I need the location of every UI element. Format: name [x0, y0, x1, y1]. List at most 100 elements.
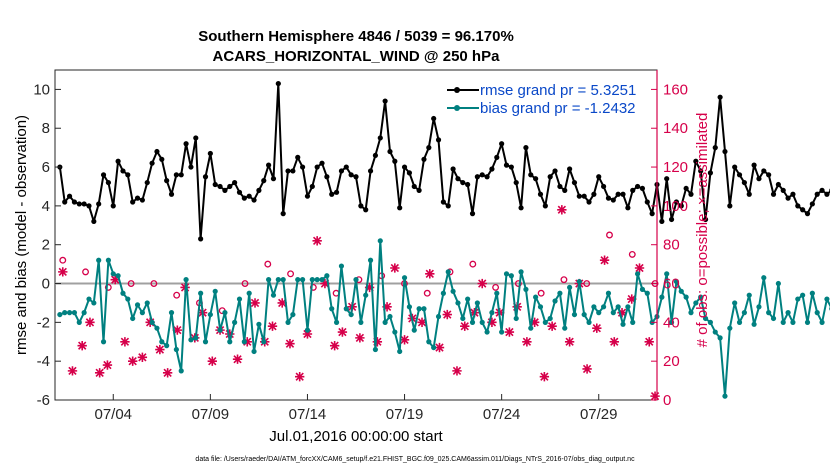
rmse-point — [790, 191, 796, 197]
rmse-point — [620, 191, 626, 197]
bias-point — [790, 319, 796, 325]
bias-point — [819, 319, 825, 325]
rmse-point — [266, 162, 272, 168]
rmse-point — [110, 203, 116, 209]
y-axis-label: rmse and bias (model - observation) — [13, 115, 30, 355]
bias-point — [746, 292, 752, 298]
bias-point — [406, 304, 413, 310]
bias-point — [431, 344, 437, 351]
bias-point — [397, 348, 403, 355]
obs-assimilated-point — [390, 263, 400, 273]
x-axis-label: Jul.01,2016 00:00:00 start — [269, 428, 443, 445]
bias-point — [571, 311, 578, 318]
bias-point — [518, 269, 524, 275]
bias-point — [207, 311, 213, 318]
bias-point — [426, 339, 432, 345]
rmse-point — [571, 179, 578, 186]
bias-point — [469, 319, 476, 325]
bias-point — [159, 339, 165, 345]
bias-point — [528, 325, 534, 331]
bias-point — [484, 329, 490, 335]
rmse-point — [756, 176, 762, 182]
obs-assimilated-point — [225, 329, 235, 339]
bias-point — [266, 277, 272, 283]
bias-point — [503, 271, 510, 277]
rmse-point — [212, 181, 218, 188]
rmse-point — [440, 199, 446, 205]
rmse-point — [324, 174, 330, 180]
rmse-point — [178, 172, 184, 178]
chart-marks — [57, 80, 830, 401]
obs-assimilated-point — [425, 269, 435, 279]
bias-point — [105, 257, 112, 263]
rmse-point — [537, 191, 544, 197]
bias-point — [416, 306, 422, 312]
rmse-point — [66, 193, 73, 199]
rmse-point — [693, 158, 699, 164]
x-tick-label: 07/29 — [580, 406, 618, 423]
rmse-point — [295, 154, 301, 160]
bias-point — [401, 275, 408, 281]
rmse-point — [207, 150, 213, 157]
rmse-point — [372, 152, 379, 159]
title-block: Southern Hemisphere 4846 / 5039 = 96.170… — [198, 28, 514, 65]
y2-axis-label: # of obs: o=possible; ×=assimilated — [694, 113, 711, 348]
obs-assimilated-point — [155, 344, 165, 355]
obs-assimilated-point — [417, 317, 427, 328]
obs-assimilated-point — [127, 356, 138, 366]
rmse-series — [57, 80, 830, 242]
bias-point — [494, 290, 500, 296]
rmse-point — [280, 211, 286, 217]
bias-point — [668, 319, 675, 325]
rmse-point — [164, 178, 170, 184]
rmse-point — [518, 205, 524, 211]
rmse-point — [406, 170, 413, 176]
obs-assimilated-point — [337, 327, 348, 337]
obs-assimilated-point — [295, 372, 305, 382]
obs-assimilated-point — [634, 263, 645, 273]
bias-point — [809, 290, 815, 296]
bias-point — [780, 319, 786, 325]
y2-tick-label: 100 — [663, 198, 688, 215]
bias-point — [489, 310, 495, 316]
chart-subtitle: ACARS_HORIZONTAL_WIND @ 250 hPa — [213, 48, 501, 65]
bias-point — [775, 280, 781, 287]
rmse-point — [100, 172, 107, 178]
bias-point — [659, 294, 665, 300]
bias-point — [722, 393, 728, 399]
obs-assimilated-point — [110, 274, 120, 285]
obs-assimilated-point — [452, 366, 462, 376]
bias-point — [86, 296, 92, 302]
rmse-point — [634, 183, 641, 190]
rmse-point — [246, 193, 252, 199]
y-tick-label: -2 — [37, 314, 50, 331]
rmse-point — [232, 179, 238, 186]
bias-point — [435, 313, 442, 320]
rmse-point — [547, 174, 553, 180]
rmse-point — [319, 160, 325, 166]
bias-point — [581, 311, 587, 318]
rmse-point — [741, 179, 747, 186]
bias-point — [256, 321, 262, 327]
rmse-point — [698, 168, 704, 174]
bias-point — [678, 288, 684, 294]
obs-assimilated-point — [355, 333, 365, 343]
bias-point — [702, 315, 709, 322]
bias-point — [372, 346, 379, 353]
y-tick-label: 8 — [42, 120, 50, 137]
bias-point — [188, 337, 194, 343]
rmse-point — [639, 185, 646, 192]
obs-possible-point — [492, 283, 500, 291]
bias-point — [173, 346, 179, 353]
obs-assimilated-point — [172, 325, 183, 335]
rmse-point — [363, 207, 369, 213]
bias-point — [309, 277, 315, 283]
bias-point — [232, 319, 238, 325]
bias-point — [707, 319, 714, 325]
obs-assimilated-point — [162, 368, 173, 378]
rmse-point — [586, 199, 592, 205]
rmse-point — [193, 135, 199, 141]
y2-tick-label: 160 — [663, 81, 688, 98]
bias-point — [615, 304, 621, 310]
rmse-point — [290, 168, 296, 174]
